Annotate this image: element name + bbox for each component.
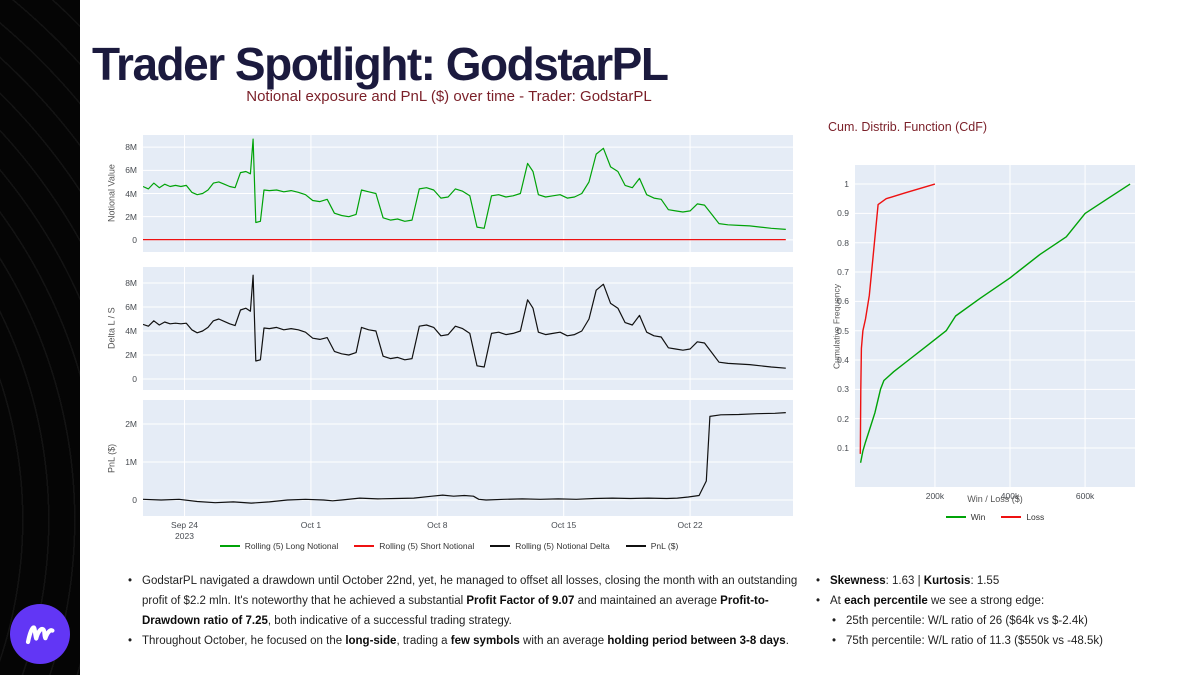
y-tick-label: 0: [132, 373, 137, 384]
bullet-marker: •: [832, 635, 837, 647]
pnl-chart: Sep 24 2023 Oct 1 Oct 8 Oct 15 Oct 22 0 1M 2M: [125, 400, 793, 541]
x-tick-label: Oct 15: [551, 520, 577, 530]
slide-content: Trader Spotlight: GodstarPL Notional exp…: [80, 0, 1200, 675]
list-item: • GodstarPL navigated a drawdown until O…: [128, 571, 806, 631]
bullet-marker: •: [816, 575, 821, 587]
delta-chart: 0 2M 4M 6M 8M: [125, 267, 793, 390]
note-text: GodstarPL navigated a drawdown until Oct…: [142, 575, 798, 627]
figure-title-cdf: Cum. Distrib. Function (CdF): [828, 120, 988, 134]
y-tick-label: 0.5: [837, 325, 849, 336]
x-tick-label: 600k: [1075, 491, 1095, 501]
list-item-sub: • 25th percentile: W/L ratio of 26 ($64k…: [832, 611, 1188, 631]
legend-label: Rolling (5) Notional Delta: [515, 541, 610, 551]
legend-item: Win: [945, 512, 986, 522]
notes-right: • Skewness: 1.63 | Kurtosis: 1.55 • At e…: [816, 571, 1188, 651]
legend-item: Rolling (5) Notional Delta: [490, 541, 610, 551]
y-tick-label: 0.1: [837, 442, 849, 453]
x-tick-label: Oct 22: [677, 520, 703, 530]
legend-swatch: [945, 516, 966, 518]
legend-swatch: [354, 545, 375, 547]
y-tick-label: 1: [844, 179, 849, 190]
x-tick-label: Sep 24 2023: [171, 520, 198, 542]
y-tick-label: 0.2: [837, 413, 849, 424]
figure-title-notional: Notional exposure and PnL ($) over time …: [246, 88, 652, 105]
legend-label: PnL ($): [650, 541, 679, 551]
page-title: Trader Spotlight: GodstarPL: [92, 37, 669, 90]
y-axis-label-delta: Delta L / S: [106, 307, 117, 350]
y-tick-label: 0.4: [837, 355, 849, 366]
y-tick-label: 0: [132, 495, 137, 506]
legend-swatch: [1001, 516, 1022, 518]
legend-label: Win: [970, 512, 986, 522]
note-text: At each percentile we see a strong edge:: [830, 595, 1045, 607]
y-tick-label: 0.7: [837, 267, 849, 278]
legend-swatch: [625, 545, 646, 547]
x-tick-label: Oct 1: [300, 520, 322, 530]
y-tick-label: 0.6: [837, 296, 849, 307]
note-text: 75th percentile: W/L ratio of 11.3 ($550…: [846, 635, 1103, 647]
y-tick-label: 0.8: [837, 237, 849, 248]
y-tick-label: 1M: [125, 456, 137, 467]
y-tick-label: 0.9: [837, 208, 849, 219]
bullet-marker: •: [128, 575, 133, 587]
y-tick-label: 2M: [125, 211, 137, 222]
x-axis-label-cdf: Win / Loss ($): [967, 494, 1023, 504]
legend-swatch: [490, 545, 511, 547]
y-tick-label: 6M: [125, 165, 137, 176]
legend-item: Rolling (5) Short Notional: [354, 541, 474, 551]
note-text: Skewness: 1.63 | Kurtosis: 1.55: [830, 575, 1000, 587]
x-tick-label: Oct 8: [427, 520, 448, 530]
y-tick-label: 4M: [125, 188, 137, 199]
background-texture: [0, 0, 80, 675]
list-item: • At each percentile we see a strong edg…: [816, 591, 1188, 611]
bullet-marker: •: [128, 635, 133, 647]
legend-item: Rolling (5) Long Notional: [219, 541, 339, 551]
m-logo-icon: [25, 625, 55, 645]
cdf-chart: 200k 400k 600k 0.1 0.2 0.3 0.4 0.5 0.6 0.7 0.8 0.9 1: [837, 165, 1135, 501]
list-item: • Throughout October, he focused on the …: [128, 631, 806, 651]
cdf-legend: Win Loss: [855, 512, 1135, 522]
y-tick-label: 6M: [125, 301, 137, 312]
legend-item: Loss: [1001, 512, 1044, 522]
legend-label: Rolling (5) Short Notional: [379, 541, 475, 551]
bullet-marker: •: [832, 615, 837, 627]
y-tick-label: 4M: [125, 325, 137, 336]
y-tick-label: 2M: [125, 349, 137, 360]
y-axis-label-notional: Notional Value: [106, 164, 117, 223]
legend-label: Loss: [1026, 512, 1045, 522]
y-tick-label: 8M: [125, 277, 137, 288]
list-item-sub: • 75th percentile: W/L ratio of 11.3 ($5…: [832, 631, 1188, 651]
y-tick-label: 2M: [125, 418, 137, 429]
legend-label: Rolling (5) Long Notional: [244, 541, 339, 551]
y-tick-label: 8M: [125, 142, 137, 153]
figure-legend: Rolling (5) Long Notional Rolling (5) Sho…: [105, 541, 793, 551]
notional-value-chart: 0 2M 4M 6M 8M: [125, 135, 793, 252]
x-tick-label: 200k: [925, 491, 945, 501]
x-tick-label: 400k: [1000, 491, 1020, 501]
list-item: • Skewness: 1.63 | Kurtosis: 1.55: [816, 571, 1188, 591]
note-text: 25th percentile: W/L ratio of 26 ($64k v…: [846, 615, 1088, 627]
legend-item: PnL ($): [625, 541, 679, 551]
y-tick-label: 0.3: [837, 384, 849, 395]
y-axis-label-pnl: PnL ($): [106, 443, 117, 473]
note-text: Throughout October, he focused on the lo…: [142, 635, 789, 647]
bullet-marker: •: [816, 595, 821, 607]
legend-swatch: [219, 545, 240, 547]
company-logo: [10, 604, 70, 664]
y-tick-label: 0: [132, 234, 137, 245]
notes-left: • GodstarPL navigated a drawdown until O…: [128, 571, 806, 651]
